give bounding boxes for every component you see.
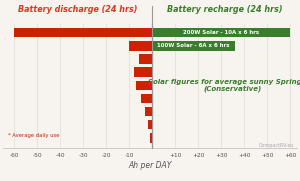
Bar: [141, 94, 152, 103]
Text: 100W Solar - 6A x 6 hrs: 100W Solar - 6A x 6 hrs: [158, 43, 230, 48]
Bar: [150, 133, 152, 143]
Bar: [136, 81, 152, 90]
Bar: [139, 54, 152, 64]
Bar: [148, 120, 152, 129]
Bar: [146, 107, 152, 116]
Text: CompactRV.eu: CompactRV.eu: [259, 143, 295, 148]
Text: Solar figures for average sunny Spring day
(Conservative): Solar figures for average sunny Spring d…: [148, 79, 300, 92]
X-axis label: Ah per DAY: Ah per DAY: [128, 161, 172, 170]
Text: 200W Solar - 10A x 6 hrs: 200W Solar - 10A x 6 hrs: [183, 30, 259, 35]
Bar: [134, 68, 152, 77]
Text: Battery discharge (24 hrs): Battery discharge (24 hrs): [18, 5, 137, 14]
Bar: [129, 41, 152, 51]
Text: * Average daily use: * Average daily use: [8, 133, 59, 138]
Text: Battery recharge (24 hrs): Battery recharge (24 hrs): [167, 5, 282, 14]
Bar: [152, 41, 235, 51]
Bar: [14, 28, 152, 37]
Bar: [152, 28, 290, 37]
